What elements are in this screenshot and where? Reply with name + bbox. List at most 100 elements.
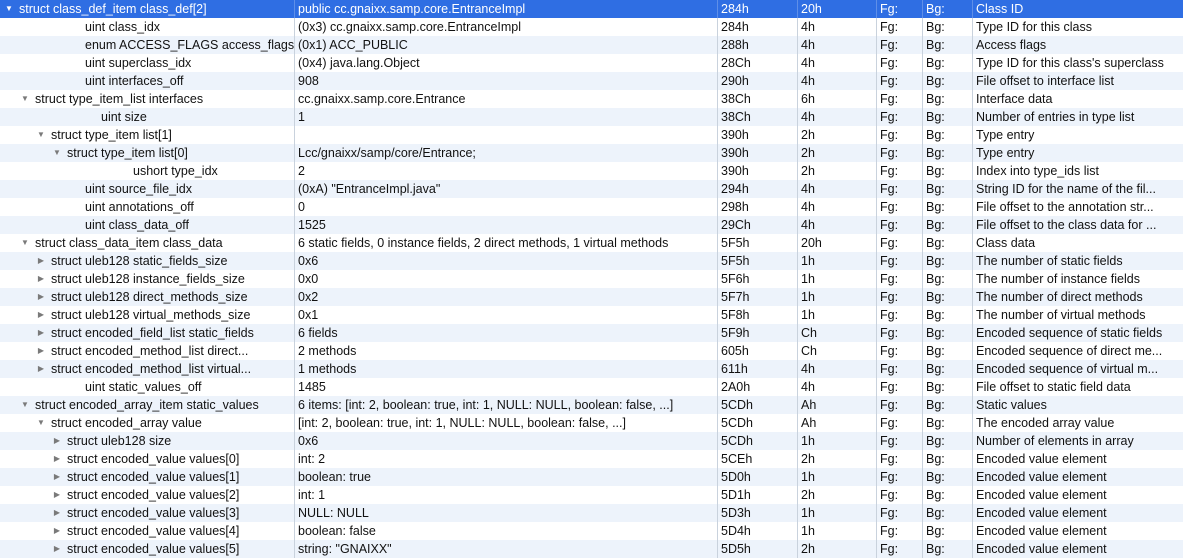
column-separator (797, 72, 798, 90)
column-separator (294, 486, 295, 504)
table-row[interactable]: ▶ struct uleb128 static_fields_size 0x6 5F5… (0, 252, 1183, 270)
column-separator (876, 324, 877, 342)
column-separator (876, 72, 877, 90)
table-row[interactable]: ▼ struct type_item list[0] Lcc/gnaixx/samp… (0, 144, 1183, 162)
disclosure-triangle-right-icon[interactable]: ▶ (37, 328, 45, 337)
column-separator (797, 90, 798, 108)
disclosure-triangle-down-icon[interactable]: ▼ (21, 238, 29, 247)
start-cell: 5F8h (721, 308, 750, 322)
bg-cell: Bg: (926, 470, 945, 484)
fg-cell: Fg: (880, 164, 899, 178)
table-row[interactable]: ▶ struct uleb128 instance_fields_size 0x0 5… (0, 270, 1183, 288)
table-row[interactable]: ▼ struct type_item_list interfaces cc.gnai… (0, 90, 1183, 108)
disclosure-triangle-down-icon[interactable]: ▼ (5, 4, 13, 13)
disclosure-triangle-right-icon[interactable]: ▶ (37, 256, 45, 265)
disclosure-triangle-right-icon[interactable]: ▶ (37, 274, 45, 283)
table-row[interactable]: uint class_data_off 1525 29Ch 4h Fg: Bg: File … (0, 216, 1183, 234)
column-separator (876, 522, 877, 540)
disclosure-triangle-down-icon[interactable]: ▼ (37, 418, 45, 427)
size-cell: 1h (801, 434, 815, 448)
column-separator (922, 162, 923, 180)
column-separator (797, 342, 798, 360)
disclosure-triangle-down-icon[interactable]: ▼ (21, 94, 29, 103)
column-separator (294, 522, 295, 540)
table-row[interactable]: ▶ struct encoded_value values[0] int: 2 5CE… (0, 450, 1183, 468)
table-row[interactable]: ▼ struct class_def_item class_def[2] publi… (0, 0, 1183, 18)
start-cell: 5F7h (721, 290, 750, 304)
table-row[interactable]: ▶ struct encoded_method_list direct... 2 m… (0, 342, 1183, 360)
start-cell: 5D3h (721, 506, 751, 520)
column-separator (294, 90, 295, 108)
table-row[interactable]: uint class_idx (0x3) cc.gnaixx.samp.core.… (0, 18, 1183, 36)
disclosure-triangle-down-icon[interactable]: ▼ (37, 130, 45, 139)
table-row[interactable]: uint static_values_off 1485 2A0h 4h Fg: Bg: Fi… (0, 378, 1183, 396)
column-separator (972, 252, 973, 270)
column-separator (294, 162, 295, 180)
comment-cell: Interface data (976, 92, 1053, 106)
table-row[interactable]: ▶ struct encoded_value values[5] string: "… (0, 540, 1183, 558)
table-row[interactable]: enum ACCESS_FLAGS access_flags (0x1) ACC_… (0, 36, 1183, 54)
column-separator (797, 54, 798, 72)
bg-cell: Bg: (926, 92, 945, 106)
table-row[interactable]: ▼ struct type_item list[1] 390h 2h Fg: Bg: Typ… (0, 126, 1183, 144)
fg-cell: Fg: (880, 56, 899, 70)
table-row[interactable]: uint size 1 38Ch 4h Fg: Bg: Number of entries … (0, 108, 1183, 126)
comment-cell: Number of entries in type list (976, 110, 1135, 124)
column-separator (972, 432, 973, 450)
column-separator (797, 180, 798, 198)
bg-cell: Bg: (926, 524, 945, 538)
bg-cell: Bg: (926, 416, 945, 430)
value-cell (295, 126, 718, 144)
table-row[interactable]: ▼ struct encoded_array value [int: 2, bool… (0, 414, 1183, 432)
column-separator (922, 306, 923, 324)
value-cell: string: "GNAIXX" (298, 542, 392, 556)
disclosure-triangle-right-icon[interactable]: ▶ (53, 472, 61, 481)
table-row[interactable]: ▶ struct uleb128 direct_methods_size 0x2 5F… (0, 288, 1183, 306)
bg-cell: Bg: (926, 74, 945, 88)
table-row[interactable]: uint annotations_off 0 298h 4h Fg: Bg: File of… (0, 198, 1183, 216)
column-separator (922, 198, 923, 216)
disclosure-triangle-down-icon[interactable]: ▼ (53, 148, 61, 157)
disclosure-triangle-right-icon[interactable]: ▶ (37, 292, 45, 301)
start-cell: 5CDh (721, 434, 753, 448)
value-cell: 0x2 (298, 290, 319, 304)
fg-cell: Fg: (880, 254, 899, 268)
disclosure-triangle-down-icon[interactable]: ▼ (21, 400, 29, 409)
table-row[interactable]: uint interfaces_off 908 290h 4h Fg: Bg: File o… (0, 72, 1183, 90)
disclosure-triangle-right-icon[interactable]: ▶ (53, 544, 61, 553)
table-row[interactable]: ▶ struct encoded_value values[4] boolean: … (0, 522, 1183, 540)
field-name: struct uleb128 direct_methods_size (51, 290, 248, 304)
table-row[interactable]: ▶ struct encoded_value values[2] int: 1 5D1… (0, 486, 1183, 504)
disclosure-triangle-right-icon[interactable]: ▶ (53, 508, 61, 517)
column-separator (972, 54, 973, 72)
table-row[interactable]: ▶ struct encoded_value values[1] boolean: … (0, 468, 1183, 486)
fg-cell: Fg: (880, 470, 899, 484)
table-row[interactable]: ▶ struct encoded_method_list virtual... 1 … (0, 360, 1183, 378)
field-name: uint class_idx (85, 20, 161, 34)
column-separator (972, 522, 973, 540)
table-row[interactable]: uint superclass_idx (0x4) java.lang.Objec… (0, 54, 1183, 72)
table-row[interactable]: ▼ struct class_data_item class_data 6 stat… (0, 234, 1183, 252)
table-row[interactable]: uint source_file_idx (0xA) "EntranceImpl.… (0, 180, 1183, 198)
disclosure-triangle-right-icon[interactable]: ▶ (53, 490, 61, 499)
table-row[interactable]: ▶ struct encoded_value values[3] NULL: NUL… (0, 504, 1183, 522)
disclosure-triangle-right-icon[interactable]: ▶ (37, 310, 45, 319)
column-separator (876, 432, 877, 450)
column-separator (876, 486, 877, 504)
field-name: struct encoded_value values[2] (67, 488, 240, 502)
disclosure-triangle-right-icon[interactable]: ▶ (37, 364, 45, 373)
start-cell: 605h (721, 344, 749, 358)
disclosure-triangle-right-icon[interactable]: ▶ (37, 346, 45, 355)
table-row[interactable]: ▶ struct encoded_field_list static_fields… (0, 324, 1183, 342)
column-separator (922, 180, 923, 198)
comment-cell: File offset to the annotation str... (976, 200, 1154, 214)
start-cell: 5D0h (721, 470, 751, 484)
table-row[interactable]: ▶ struct uleb128 size 0x6 5CDh 1h Fg: Bg: Numbe… (0, 432, 1183, 450)
disclosure-triangle-right-icon[interactable]: ▶ (53, 454, 61, 463)
disclosure-triangle-right-icon[interactable]: ▶ (53, 526, 61, 535)
table-row[interactable]: ushort type_idx 2 390h 2h Fg: Bg: Index into t… (0, 162, 1183, 180)
table-row[interactable]: ▼ struct encoded_array_item static_values… (0, 396, 1183, 414)
disclosure-triangle-right-icon[interactable]: ▶ (53, 436, 61, 445)
table-row[interactable]: ▶ struct uleb128 virtual_methods_size 0x1 5… (0, 306, 1183, 324)
comment-cell: The number of virtual methods (976, 308, 1146, 322)
